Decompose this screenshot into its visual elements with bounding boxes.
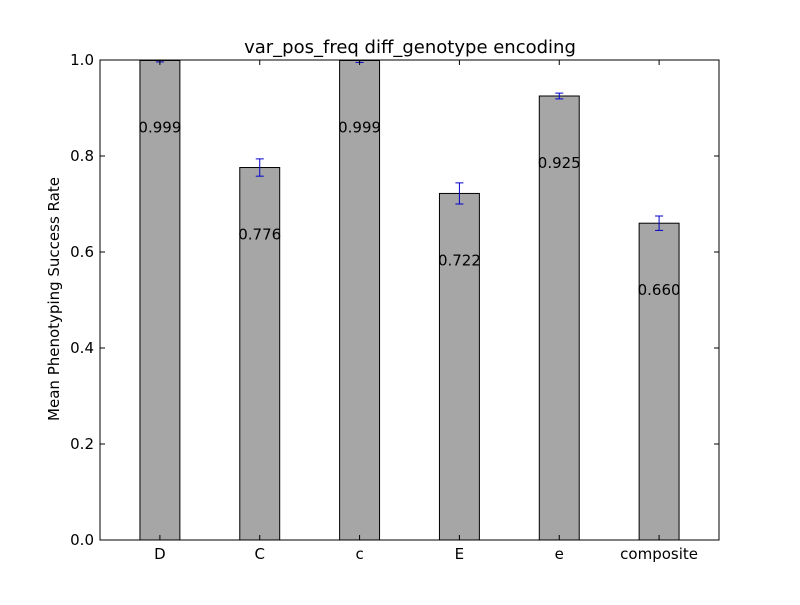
plot-frame: [99, 59, 720, 541]
bar-E: [438, 192, 480, 541]
value-label-c: 0.999: [338, 118, 381, 136]
value-label-E: 0.722: [438, 251, 481, 269]
bars-layer: [139, 59, 680, 541]
error-bars-layer: [155, 59, 664, 231]
y-tick-label: 0.2: [70, 435, 94, 453]
y-tick-label: 1.0: [70, 51, 94, 69]
bar-composite: [638, 222, 680, 541]
x-tick-label-e: e: [555, 545, 564, 563]
bar-c: [339, 59, 381, 541]
error-bar-E: [455, 182, 464, 205]
y-axis-label: Mean Phenotyping Success Rate: [45, 177, 63, 421]
error-bar-e: [555, 92, 564, 100]
y-tick-label: 0.8: [70, 147, 94, 165]
value-labels-layer: 0.999 0.776 0.999 0.722 0.925 0.660: [138, 118, 680, 299]
x-tick-label-c: c: [355, 545, 363, 563]
y-tick-label: 0.6: [70, 243, 94, 261]
value-label-C: 0.776: [238, 226, 281, 244]
bar-D: [139, 59, 181, 541]
x-tick-label-composite: composite: [620, 545, 698, 563]
y-tick-label: 0.0: [70, 531, 94, 549]
value-label-e: 0.925: [538, 154, 581, 172]
chart-title: var_pos_freq diff_genotype encoding: [244, 37, 576, 58]
value-label-D: 0.999: [138, 118, 181, 136]
x-tick-label-E: E: [455, 545, 464, 563]
x-tick-label-C: C: [254, 545, 264, 563]
error-bar-C: [255, 158, 264, 177]
bar-C: [239, 167, 281, 541]
value-label-composite: 0.660: [638, 281, 681, 299]
error-bar-composite: [655, 215, 664, 231]
y-tick-label: 0.4: [70, 339, 94, 357]
x-tick-label-D: D: [154, 545, 166, 563]
